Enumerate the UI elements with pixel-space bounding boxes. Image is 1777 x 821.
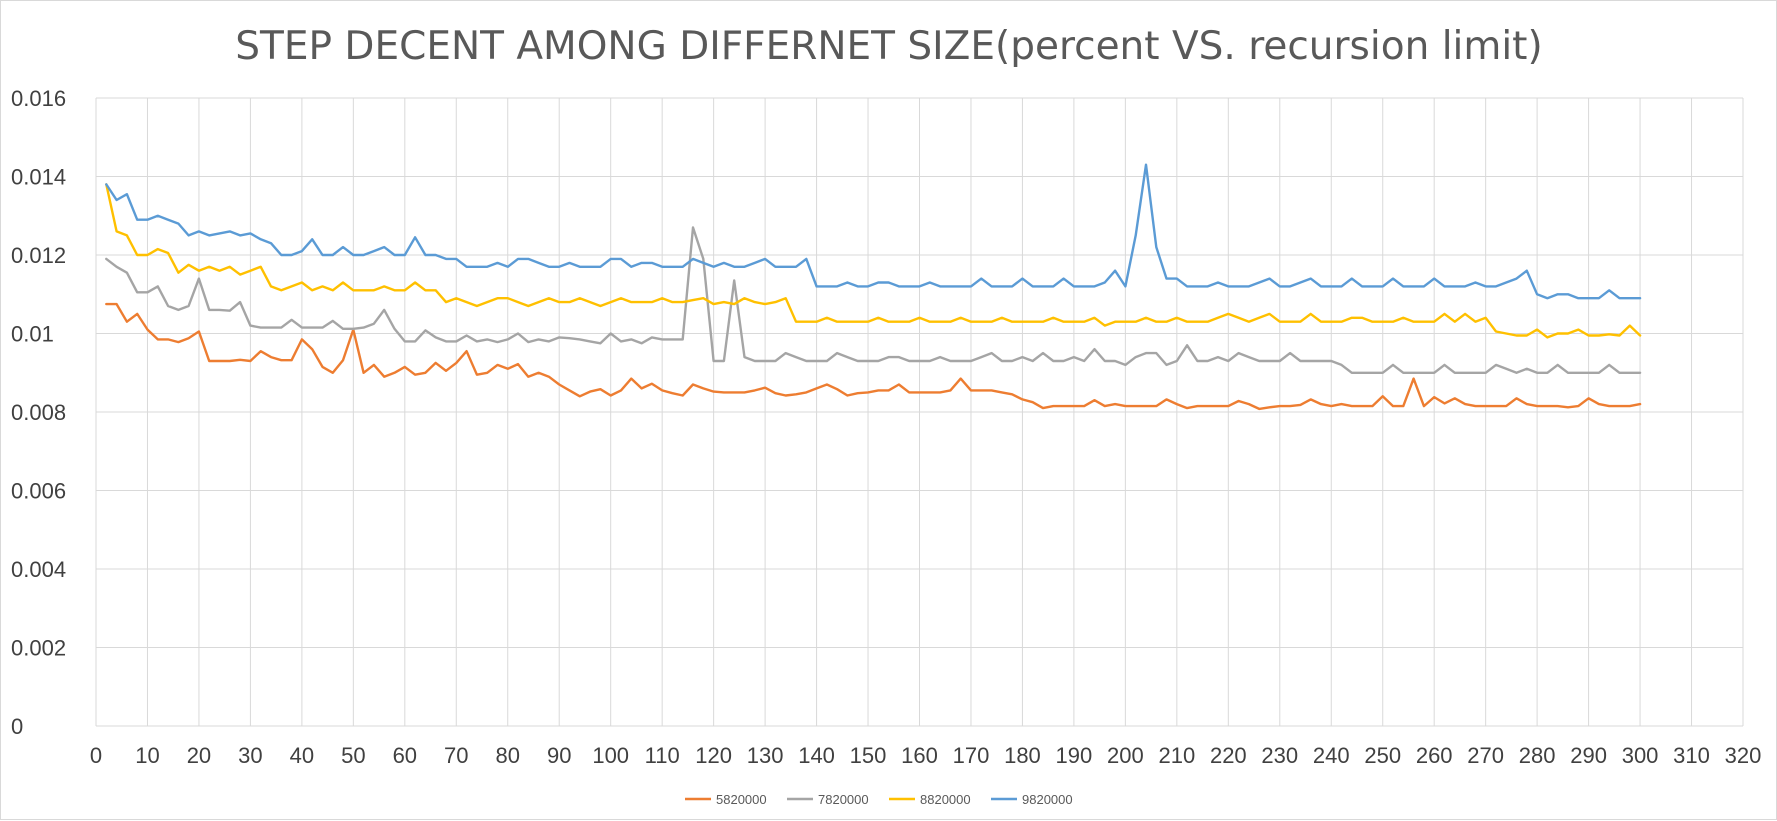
- y-tick-label: 0.006: [11, 479, 66, 504]
- legend-label: 5820000: [716, 792, 767, 807]
- legend-label: 9820000: [1022, 792, 1073, 807]
- x-tick-label: 70: [444, 743, 468, 768]
- x-tick-label: 300: [1622, 743, 1659, 768]
- x-tick-label: 200: [1107, 743, 1144, 768]
- x-tick-label: 130: [747, 743, 784, 768]
- legend-item-8820000: 8820000: [889, 792, 971, 807]
- legend: 5820000 7820000 8820000 9820000: [685, 792, 1073, 807]
- x-tick-label: 220: [1210, 743, 1247, 768]
- x-tick-label: 120: [695, 743, 732, 768]
- series-line-7820000: [105, 226, 1642, 374]
- y-tick-label: 0.004: [11, 557, 66, 582]
- y-tick-label: 0.016: [11, 86, 66, 111]
- x-tick-label: 150: [850, 743, 887, 768]
- x-tick-label: 270: [1467, 743, 1504, 768]
- x-tick-label: 320: [1725, 743, 1762, 768]
- x-tick-label: 190: [1056, 743, 1093, 768]
- x-tick-label: 50: [341, 743, 365, 768]
- y-tick-label: 0.008: [11, 400, 66, 425]
- legend-label: 7820000: [818, 792, 869, 807]
- y-tick-label: 0.01: [11, 322, 54, 347]
- x-tick-label: 60: [393, 743, 417, 768]
- x-tick-label: 170: [953, 743, 990, 768]
- x-tick-label: 140: [798, 743, 835, 768]
- x-tick-label: 260: [1416, 743, 1453, 768]
- y-tick-label: 0.002: [11, 636, 66, 661]
- x-tick-label: 100: [592, 743, 629, 768]
- legend-label: 8820000: [920, 792, 971, 807]
- x-tick-label: 0: [90, 743, 102, 768]
- gridlines: [95, 97, 1744, 727]
- x-tick-label: 30: [238, 743, 262, 768]
- x-tick-label: 110: [645, 743, 680, 768]
- x-tick-label: 250: [1364, 743, 1401, 768]
- x-tick-label: 210: [1158, 743, 1195, 768]
- x-tick-label: 180: [1004, 743, 1041, 768]
- x-tick-label: 230: [1261, 743, 1298, 768]
- series-line-5820000: [105, 302, 1642, 411]
- x-tick-label: 80: [496, 743, 520, 768]
- x-tick-label: 240: [1313, 743, 1350, 768]
- axes: 0 0.002 0.004 0.006 0.008 0.01 0.012 0.014 0.016…: [11, 86, 1761, 768]
- y-tick-label: 0.014: [11, 165, 66, 190]
- chart-title: STEP DECENT AMONG DIFFERNET SIZE(percent…: [235, 24, 1542, 69]
- x-tick-label: 10: [135, 743, 159, 768]
- legend-item-9820000: 9820000: [991, 792, 1073, 807]
- legend-item-7820000: 7820000: [787, 792, 869, 807]
- x-tick-label: 290: [1570, 743, 1607, 768]
- y-tick-label: 0: [11, 714, 23, 739]
- x-tick-label: 40: [290, 743, 314, 768]
- legend-item-5820000: 5820000: [685, 792, 767, 807]
- x-tick-label: 160: [901, 743, 938, 768]
- x-tick-label: 280: [1519, 743, 1556, 768]
- series-line-9820000: [105, 163, 1642, 300]
- x-tick-label: 20: [187, 743, 211, 768]
- x-tick-label: 90: [547, 743, 571, 768]
- x-tick-label: 310: [1673, 743, 1710, 768]
- y-tick-label: 0.012: [11, 243, 66, 268]
- series-lines: [105, 163, 1642, 411]
- series-line-8820000: [105, 183, 1642, 339]
